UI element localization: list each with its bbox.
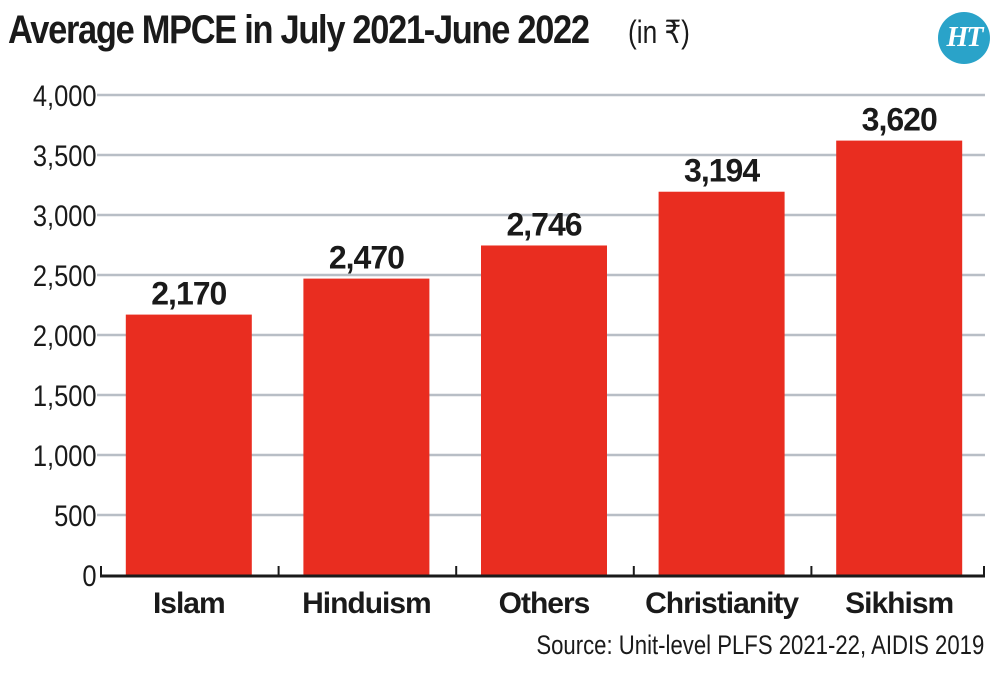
x-axis-tick-labels: Islam Hinduism Others Christianity Sikhism: [153, 587, 954, 620]
y-tick-label: 0: [82, 559, 96, 592]
bar-others: [481, 245, 607, 576]
data-label: 2,470: [329, 240, 404, 276]
x-tick-label: Islam: [153, 587, 225, 620]
x-tick-label: Sikhism: [845, 587, 953, 620]
y-axis-tick-labels: 0 500 1,000 1,500 2,000 2,500 3,000 3,500 4,000: [33, 79, 97, 592]
x-axis: [100, 566, 985, 578]
bar-islam: [125, 314, 252, 575]
y-tick-label: 2,500: [33, 259, 97, 292]
y-tick-label: 2,000: [33, 319, 97, 352]
data-label: 3,620: [862, 102, 937, 138]
ht-logo-icon: HT: [938, 12, 990, 64]
y-tick-label: 4,000: [33, 79, 97, 112]
bar-sikhism: [836, 140, 963, 575]
data-labels: 2,170 2,470 2,746 3,194 3,620: [151, 102, 938, 312]
bars: [125, 140, 963, 576]
y-tick-label: 3,500: [33, 139, 97, 172]
x-tick-label: Others: [499, 587, 590, 620]
data-label: 2,746: [506, 206, 581, 242]
x-tick-label: Christianity: [645, 587, 799, 620]
y-tick-label: 1,000: [33, 439, 97, 472]
bar-christianity: [658, 191, 785, 575]
chart-title-wrap: Average MPCE in July 2021-June 2022 (in …: [8, 8, 703, 53]
data-label: 3,194: [684, 153, 760, 189]
chart-unit: (in ₹): [627, 14, 690, 50]
x-tick-label: Hinduism: [302, 587, 431, 620]
y-tick-label: 3,000: [33, 199, 97, 232]
chart-title: Average MPCE in July 2021-June 2022: [8, 8, 590, 52]
source-note: Source: Unit-level PLFS 2021-22, AIDIS 2…: [536, 630, 984, 660]
y-tick-label: 500: [54, 499, 97, 532]
data-label: 2,170: [151, 276, 226, 312]
bar-hinduism: [303, 278, 430, 575]
y-tick-label: 1,500: [33, 379, 97, 412]
